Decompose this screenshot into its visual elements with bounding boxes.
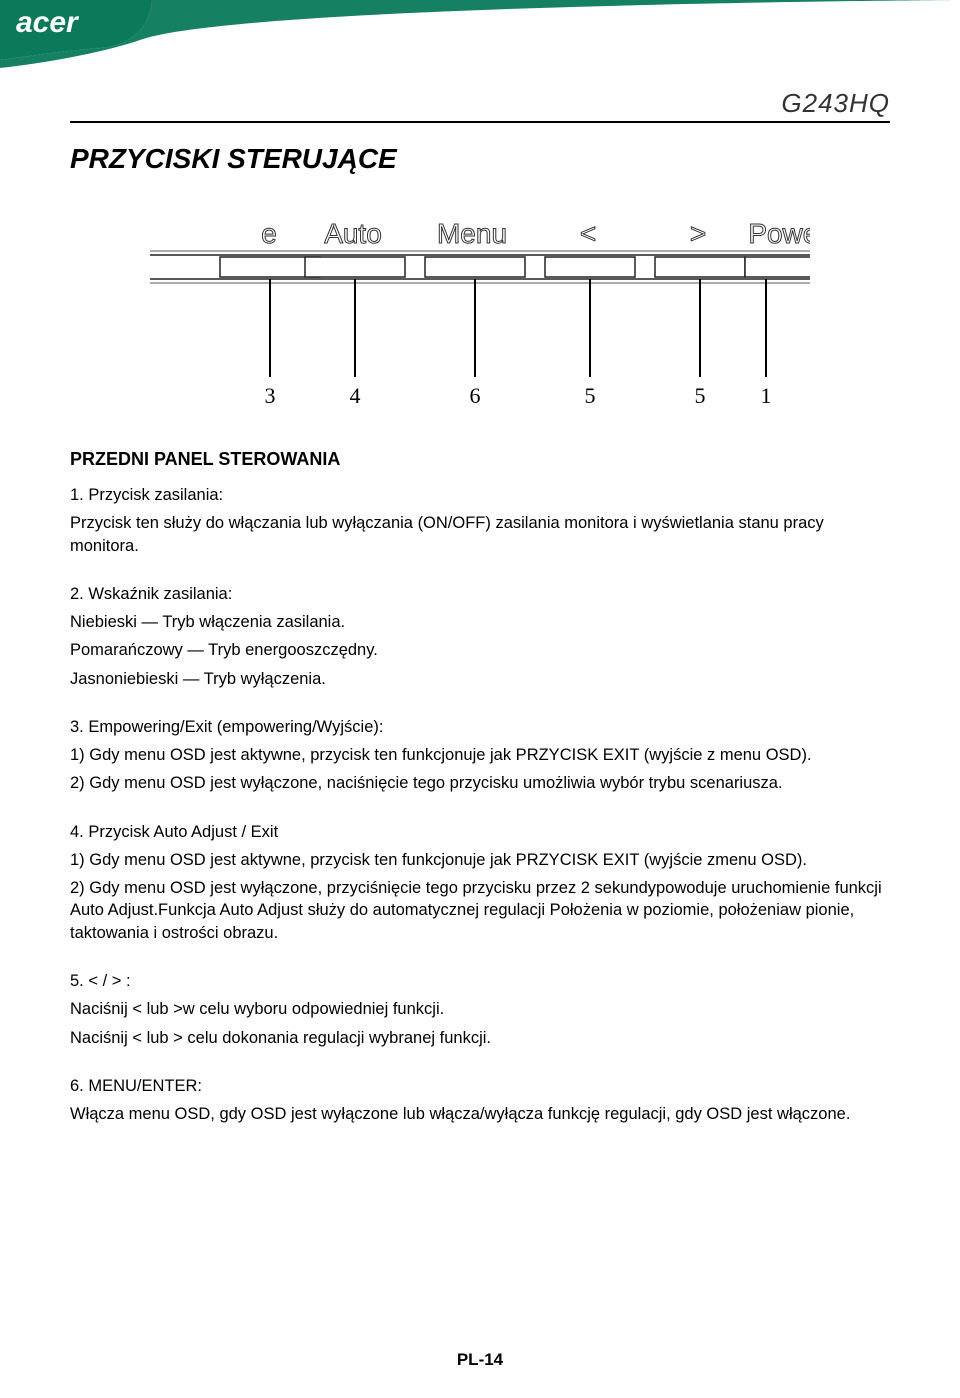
svg-text:6: 6 bbox=[470, 383, 481, 408]
svg-text:>: > bbox=[690, 218, 706, 249]
logo-text: acer bbox=[16, 6, 80, 39]
section-1-body: Przycisk ten służy do włączania lub wyłą… bbox=[70, 512, 890, 557]
svg-text:5: 5 bbox=[585, 383, 596, 408]
model-row: G243HQ bbox=[70, 88, 890, 123]
section-6-title: 6. MENU/ENTER: bbox=[70, 1075, 890, 1097]
svg-text:e: e bbox=[261, 218, 277, 249]
section-2-title: 2. Wskaźnik zasilania: bbox=[70, 583, 890, 605]
page-content: G243HQ PRZYCISKI STERUJĄCE e Auto Menu < > Po… bbox=[0, 68, 960, 1125]
section-5-line2: Naciśnij < lub > celu dokonania regulacj… bbox=[70, 1027, 890, 1049]
section-1: 1. Przycisk zasilania: Przycisk ten służ… bbox=[70, 484, 890, 557]
section-3-line1: 1) Gdy menu OSD jest aktywne, przycisk t… bbox=[70, 744, 890, 766]
section-3: 3. Empowering/Exit (empowering/Wyjście):… bbox=[70, 716, 890, 795]
svg-text:Auto: Auto bbox=[324, 218, 382, 249]
header-band: acer bbox=[0, 0, 960, 68]
divider bbox=[70, 121, 890, 123]
svg-text:<: < bbox=[580, 218, 596, 249]
section-4: 4. Przycisk Auto Adjust / Exit 1) Gdy me… bbox=[70, 821, 890, 944]
section-2-line2: Pomarańczowy — Tryb energooszczędny. bbox=[70, 639, 890, 661]
section-5: 5. < / > : Naciśnij < lub >w celu wyboru… bbox=[70, 970, 890, 1049]
section-5-line1: Naciśnij < lub >w celu wyboru odpowiedni… bbox=[70, 998, 890, 1020]
svg-text:Power: Power bbox=[748, 218, 810, 249]
section-2-line3: Jasnoniebieski — Tryb wyłączenia. bbox=[70, 668, 890, 690]
section-5-title: 5. < / > : bbox=[70, 970, 890, 992]
svg-text:1: 1 bbox=[761, 383, 772, 408]
section-3-line2: 2) Gdy menu OSD jest wyłączone, naciśnię… bbox=[70, 772, 890, 794]
svg-text:4: 4 bbox=[350, 383, 361, 408]
page-number: PL-14 bbox=[0, 1350, 960, 1370]
section-4-line2: 2) Gdy menu OSD jest wyłączone, przyciśn… bbox=[70, 877, 890, 944]
model-number: G243HQ bbox=[70, 88, 890, 121]
page-title: PRZYCISKI STERUJĄCE bbox=[70, 143, 890, 175]
svg-text:3: 3 bbox=[265, 383, 276, 408]
button-diagram: eAutoMenu<>Power3465512 bbox=[150, 199, 810, 409]
brand-logo: acer bbox=[0, 0, 960, 70]
section-4-line1: 1) Gdy menu OSD jest aktywne, przycisk t… bbox=[70, 849, 890, 871]
svg-text:5: 5 bbox=[695, 383, 706, 408]
section-6-line1: Włącza menu OSD, gdy OSD jest wyłączone … bbox=[70, 1103, 890, 1125]
section-2: 2. Wskaźnik zasilania: Niebieski — Tryb … bbox=[70, 583, 890, 690]
section-4-title: 4. Przycisk Auto Adjust / Exit bbox=[70, 821, 890, 843]
section-6: 6. MENU/ENTER: Włącza menu OSD, gdy OSD … bbox=[70, 1075, 890, 1126]
section-3-title: 3. Empowering/Exit (empowering/Wyjście): bbox=[70, 716, 890, 738]
svg-text:Menu: Menu bbox=[437, 218, 507, 249]
subheading: PRZEDNI PANEL STEROWANIA bbox=[70, 449, 890, 470]
section-1-title: 1. Przycisk zasilania: bbox=[70, 484, 890, 506]
section-2-line1: Niebieski — Tryb włączenia zasilania. bbox=[70, 611, 890, 633]
